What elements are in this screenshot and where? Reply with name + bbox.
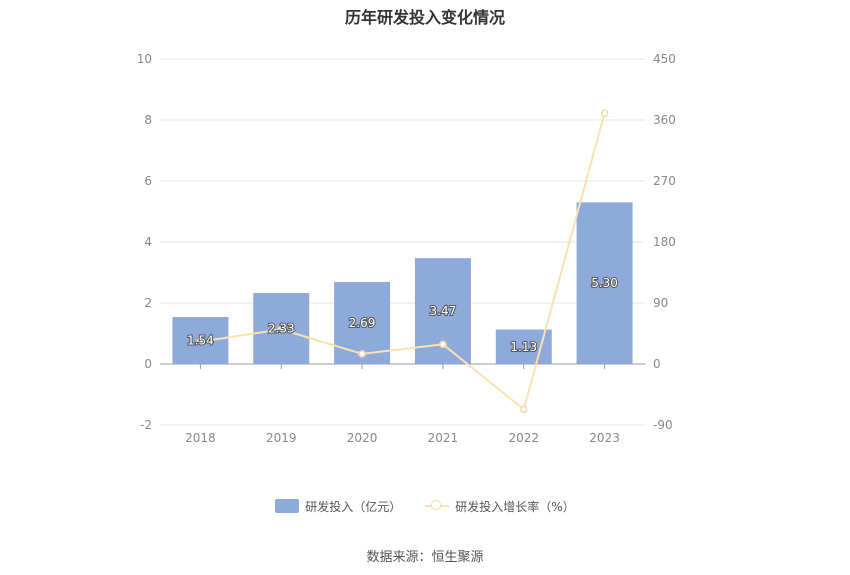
x-tick-label: 2018 (185, 431, 216, 445)
bar-value-label: 3.47 (430, 304, 457, 318)
right-tick-label: 450 (653, 52, 676, 66)
bar (576, 202, 633, 364)
chart-title: 历年研发投入变化情况 (344, 8, 505, 27)
left-tick-label: 6 (144, 174, 152, 188)
left-axis-ticks: -2 0 2 4 6 8 10 (137, 52, 152, 432)
bar-value-label: 2.69 (349, 316, 376, 330)
legend-line-swatch (425, 499, 450, 513)
legend-line-label: 研发投入增长率（%） (455, 499, 575, 514)
bar (495, 329, 552, 364)
left-tick-label: 10 (137, 52, 152, 66)
x-tick-label: 2020 (347, 431, 378, 445)
growth-point (196, 337, 205, 346)
right-tick-label: -90 (653, 418, 673, 432)
growth-point (439, 340, 447, 349)
x-tick-label: 2021 (428, 431, 459, 445)
legend-bar-label: 研发投入（亿元） (305, 499, 402, 514)
legend-item-bar[interactable]: 研发投入（亿元） (275, 498, 401, 515)
growth-point (520, 405, 528, 414)
right-tick-label: 360 (653, 113, 676, 127)
right-axis-ticks: -90 0 90 180 270 360 450 (653, 52, 676, 432)
growth-point (277, 325, 285, 334)
legend: 研发投入（亿元） 研发投入增长率（%） (0, 496, 850, 516)
x-tick-label: 2023 (589, 431, 620, 445)
bar-value-label: 2.33 (268, 321, 295, 335)
right-tick-label: 0 (653, 357, 661, 371)
data-source: 数据来源：恒生聚源 (366, 550, 484, 565)
left-tick-label: -2 (140, 418, 152, 432)
line-series (196, 109, 609, 414)
growth-line (200, 112, 606, 412)
right-tick-label: 270 (653, 174, 676, 188)
legend-item-line[interactable]: 研发投入增长率（%） (425, 498, 575, 515)
bar-data-labels: 1.54 2.33 2.69 3.47 1.13 5.30 (186, 275, 619, 355)
left-tick-label: 4 (144, 235, 152, 249)
left-tick-label: 8 (144, 113, 152, 127)
right-tick-label: 180 (653, 235, 676, 249)
x-tick-label: 2022 (508, 431, 539, 445)
legend-bar-swatch (275, 499, 300, 513)
bar-value-label: 5.30 (591, 276, 618, 290)
growth-point (600, 109, 609, 117)
left-tick-label: 2 (144, 296, 152, 310)
right-tick-label: 90 (653, 296, 668, 310)
left-tick-label: 0 (144, 357, 152, 371)
x-axis-ticks: 2018 2019 2020 2021 2022 2023 (185, 364, 620, 445)
growth-point (358, 350, 366, 358)
bar-series (172, 202, 633, 364)
grid-lines (160, 58, 645, 426)
bar-value-label: 1.13 (510, 340, 537, 354)
bar-value-label: 1.54 (187, 334, 214, 348)
x-tick-label: 2019 (266, 431, 297, 445)
